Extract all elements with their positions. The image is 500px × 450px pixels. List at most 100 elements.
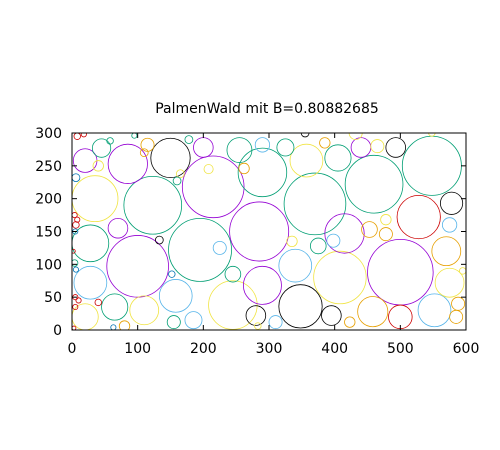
circle-mark (357, 296, 389, 328)
circle-mark (75, 297, 82, 304)
circle-mark (212, 240, 227, 255)
circle-mark (91, 138, 112, 158)
circle-mark (431, 236, 462, 267)
chart-title: PalmenWald mit B=0.80882685 (155, 101, 379, 117)
circle-mark (254, 137, 271, 153)
circle-mark (441, 217, 458, 233)
circle-mark (172, 176, 182, 186)
circle-mark (107, 143, 148, 184)
circle-mark (300, 133, 310, 138)
circle-mark (245, 305, 267, 326)
circle-mark (309, 237, 327, 255)
circle-mark (434, 267, 465, 298)
circle-mark (74, 216, 81, 223)
circle-mark (94, 298, 102, 307)
circle-mark (385, 137, 406, 158)
circle-layer (72, 133, 466, 330)
x-tick-label: 600 (453, 341, 480, 357)
circle-mark (401, 135, 462, 196)
circle-mark (131, 133, 138, 139)
circle-mark (72, 266, 79, 273)
circle-mark (278, 248, 313, 283)
x-tick-label: 500 (387, 341, 414, 357)
y-tick-label: 200 (35, 192, 62, 208)
circle-mark (319, 137, 331, 149)
circle-mark (72, 303, 99, 330)
circle-mark (417, 293, 452, 328)
x-tick-label: 300 (256, 341, 283, 357)
circle-mark (324, 144, 352, 172)
circle-mark (73, 265, 108, 300)
circle-mark (449, 309, 464, 324)
circle-mark (289, 143, 324, 178)
circle-mark (226, 137, 253, 163)
y-tick-label: 150 (35, 225, 62, 241)
circle-mark (350, 137, 372, 158)
circle-mark (72, 259, 79, 267)
circle-mark (344, 154, 404, 214)
circle-mark (208, 280, 258, 330)
circle-mark (324, 213, 365, 254)
circle-mark (224, 265, 242, 283)
circle-mark (106, 137, 114, 145)
circle-mark (396, 194, 441, 240)
y-tick-label: 0 (53, 323, 62, 339)
circle-mark (184, 135, 194, 144)
circle-mark (276, 138, 295, 157)
circle-mark (123, 175, 183, 235)
circle-mark (176, 169, 185, 179)
circle-mark (286, 235, 298, 248)
circle-mark (72, 224, 110, 263)
circle-mark (101, 293, 129, 321)
circle-mark (72, 248, 76, 254)
circle-mark (229, 201, 290, 262)
x-tick-label: 100 (124, 341, 151, 357)
circle-mark (278, 284, 323, 329)
circle-mark (150, 137, 191, 179)
circle-mark (237, 147, 288, 198)
circle-mark (370, 139, 385, 154)
circle-mark (107, 217, 129, 239)
circle-mark (72, 175, 119, 223)
y-tick-label: 50 (44, 290, 62, 306)
circle-mark (242, 265, 282, 305)
circle-mark (428, 133, 436, 137)
y-tick-label: 300 (35, 126, 62, 142)
circle-mark (321, 305, 342, 326)
circle-mark (110, 324, 117, 330)
circle-mark (72, 303, 79, 311)
circle-mark (129, 295, 160, 326)
circle-mark (238, 162, 250, 175)
circle-mark (166, 315, 181, 330)
circle-mark (367, 238, 434, 306)
circle-mark (380, 214, 392, 226)
circle-mark (73, 133, 81, 140)
circle-mark (344, 316, 356, 328)
circle-mark (139, 148, 149, 158)
y-tick-label: 250 (35, 159, 62, 175)
circle-mark (140, 137, 155, 152)
circle-mark (326, 233, 341, 248)
circle-mark (92, 160, 104, 172)
x-tick-label: 0 (68, 341, 77, 357)
circle-mark (193, 137, 214, 158)
circle-mark (158, 279, 193, 313)
circle-mark (168, 217, 232, 282)
circle-mark (184, 311, 203, 330)
circle-mark (72, 325, 77, 330)
y-axis: 0 50 100 150 200 250 300 (35, 126, 466, 339)
circle-mark (106, 235, 169, 298)
y-tick-label: 100 (35, 257, 62, 273)
circle-mark (361, 221, 378, 238)
circle-mark (72, 173, 81, 182)
x-tick-label: 400 (321, 341, 348, 357)
circle-mark (154, 235, 164, 245)
circle-mark (313, 250, 367, 305)
circle-mark (118, 320, 131, 330)
circle-mark (72, 212, 78, 219)
circle-mark (283, 172, 347, 236)
x-axis: 0 100 200 300 400 500 600 (68, 133, 480, 357)
circle-mark (254, 322, 262, 330)
circle-mark (72, 221, 80, 229)
